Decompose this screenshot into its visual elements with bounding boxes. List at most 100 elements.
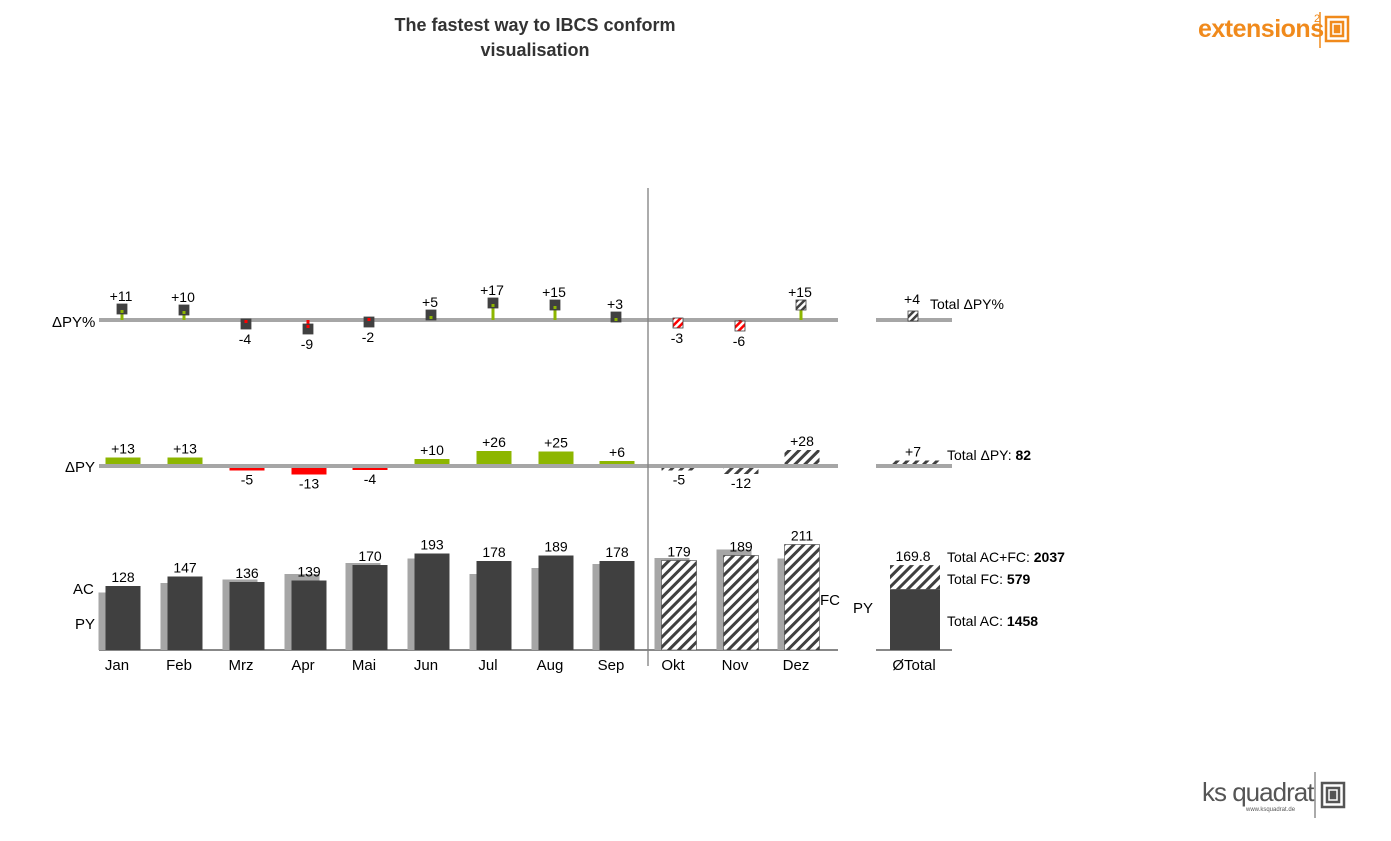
row-label-delta-pct: ΔPY%	[52, 314, 95, 331]
total-fc-bar	[890, 565, 940, 590]
total-fc-annotation-value: 579	[1007, 571, 1031, 587]
ac-bar	[599, 561, 635, 650]
category-label: Jun	[414, 657, 438, 674]
fc-bar	[784, 544, 820, 651]
total-delta-pct-marker	[907, 310, 919, 322]
delta-abs-bar-positive	[105, 457, 141, 464]
total-category-label: ØTotal	[892, 657, 935, 674]
delta-abs-label: +28	[790, 433, 814, 449]
delta-pct-label: -2	[362, 329, 375, 345]
delta-pct-label: +17	[480, 282, 504, 298]
ksquadrat-logo-mark-icon	[1320, 781, 1346, 809]
category-label: Nov	[722, 657, 749, 674]
category-label: Feb	[166, 657, 192, 674]
extensions-logo: extensions 2	[1198, 12, 1350, 48]
delta-pct-label: +15	[788, 284, 812, 300]
delta-abs-label: -5	[241, 472, 254, 488]
extensions-logo-mark-icon	[1324, 15, 1350, 43]
delta-pct-label: +11	[110, 288, 133, 304]
delta-abs-bar-positive	[476, 451, 512, 464]
category-label: Jul	[478, 657, 497, 674]
delta-pct-marker	[178, 304, 190, 316]
delta-pct-marker-dot	[614, 318, 618, 321]
delta-pct-label: +3	[607, 296, 623, 312]
total-ac-annotation-label: Total AC:	[947, 613, 1007, 629]
delta-abs-bar-negative	[229, 468, 265, 471]
value-label: 189	[544, 539, 568, 555]
delta-abs-label: -12	[731, 475, 751, 491]
total-delta-abs-bar	[890, 460, 940, 464]
delta-abs-label: +10	[420, 442, 444, 458]
value-label: 178	[482, 544, 506, 560]
value-label: 139	[297, 564, 321, 580]
value-label: 178	[605, 544, 629, 560]
category-label: Sep	[598, 657, 625, 674]
total-dpy-pct-annotation-label: Total ΔPY%	[930, 296, 1004, 312]
ac-bar	[105, 586, 141, 650]
total-ac-fc-annotation-label: Total AC+FC:	[947, 549, 1034, 565]
total-ac-bar	[890, 589, 940, 650]
total-py-label: PY	[853, 600, 873, 617]
delta-abs-label: -5	[673, 472, 686, 488]
total-fc-annotation-label: Total FC:	[947, 571, 1007, 587]
delta-abs-bar-positive	[167, 457, 203, 464]
delta-pct-marker	[610, 311, 622, 323]
ksquadrat-logo: ks quadrat www.ksquadrat.de	[1202, 772, 1346, 818]
delta-pct-marker	[240, 318, 252, 330]
row-label-py: PY	[75, 616, 95, 633]
total-dpy-annotation-label: Total ΔPY:	[947, 447, 1016, 463]
delta-pct-label: -4	[239, 331, 252, 347]
chart-title-line1: The fastest way to IBCS conform	[394, 15, 676, 35]
row-label-fc: FC	[820, 592, 840, 609]
delta-pct-marker-dot	[244, 320, 248, 323]
delta-pct-marker	[672, 317, 684, 329]
total-fc-annotation: Total FC: 579	[947, 571, 1030, 587]
delta-abs-bar-positive	[538, 451, 574, 464]
category-label: Apr	[291, 657, 314, 674]
delta-abs-label: +6	[609, 444, 625, 460]
delta-abs-bar-positive	[414, 459, 450, 464]
main-bars-panel: 128 Jan 147 Feb 136 Mrz 139 Apr 170 Mai 193 Jun 178 J…	[98, 188, 838, 674]
delta-pct-label: +5	[422, 294, 438, 310]
delta-abs-bar-positive	[784, 450, 820, 464]
fc-bar	[661, 560, 697, 651]
delta-pct-marker-dot	[429, 316, 433, 319]
total-value-label: 169.8	[895, 548, 930, 564]
ac-bar	[538, 555, 574, 650]
value-label: 189	[729, 539, 753, 555]
fc-bar	[723, 555, 759, 651]
delta-abs-bar-negative	[723, 468, 759, 474]
total-ac-annotation-value: 1458	[1007, 613, 1038, 629]
ksquadrat-logo-text: ks quadrat	[1202, 777, 1315, 807]
delta-abs-label: -4	[364, 471, 377, 487]
category-label: Mrz	[229, 657, 254, 674]
delta-abs-label: +25	[544, 435, 568, 451]
total-dpy-annotation: Total ΔPY: 82	[947, 447, 1031, 463]
delta-pct-marker	[487, 297, 499, 309]
total-delta-abs-label: +7	[905, 444, 921, 460]
value-label: 170	[358, 548, 382, 564]
row-label-delta-abs: ΔPY	[65, 459, 95, 476]
chart-title-line2: visualisation	[480, 40, 590, 60]
category-label: Okt	[661, 657, 685, 674]
value-label: 211	[791, 528, 814, 544]
delta-pct-marker-dot	[367, 318, 371, 321]
delta-pct-marker-dot	[491, 304, 495, 307]
delta-abs-label: +13	[173, 441, 197, 457]
delta-pct-label: -3	[671, 330, 684, 346]
category-label: Dez	[783, 657, 810, 674]
ac-bar	[229, 582, 265, 650]
delta-pct-label: -6	[733, 333, 746, 349]
delta-pct-marker	[734, 320, 746, 332]
extensions-logo-superscript: 2	[1314, 13, 1320, 25]
category-label: Jan	[105, 657, 129, 674]
total-ac-fc-annotation-value: 2037	[1034, 549, 1065, 565]
delta-pct-marker-dot	[553, 306, 557, 309]
delta-pct-marker	[549, 299, 561, 311]
ac-bar	[414, 553, 450, 650]
delta-abs-label: +26	[482, 434, 506, 450]
total-dpy-annotation-value: 82	[1016, 447, 1032, 463]
category-label: Mai	[352, 657, 376, 674]
